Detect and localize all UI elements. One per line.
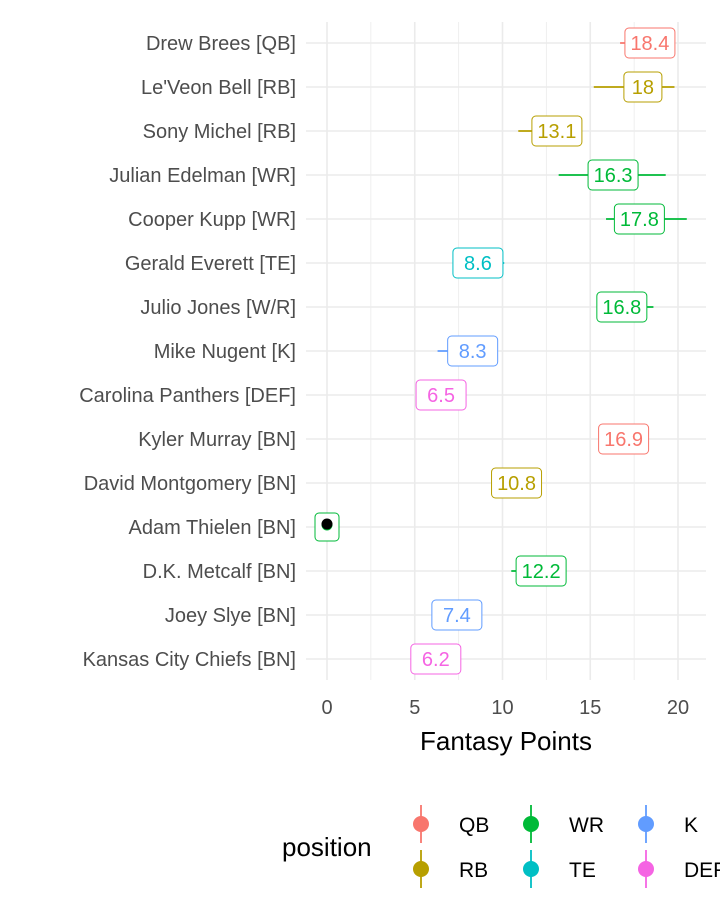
value-label: 16.3 (594, 165, 633, 187)
legend-label: WR (569, 814, 604, 837)
x-axis-title: Fantasy Points (420, 726, 592, 756)
y-tick-label: Gerald Everett [TE] (125, 253, 296, 275)
legend-entry: TE (523, 850, 596, 888)
legend-label: K (684, 814, 698, 837)
grid (306, 22, 706, 680)
value-label: 16.9 (604, 429, 643, 451)
player-mark: 18 (593, 71, 675, 103)
value-label: 16.8 (602, 297, 641, 319)
y-tick-label: Kyler Murray [BN] (138, 429, 296, 451)
player-mark: 16.9 (598, 423, 650, 455)
value-label: 8.6 (464, 253, 492, 275)
value-label: 18.4 (630, 33, 669, 55)
value-label: 18 (632, 77, 654, 99)
value-label: 13.1 (537, 121, 576, 143)
player-mark: 16.8 (596, 291, 654, 323)
value-label: 10.8 (497, 473, 536, 495)
y-tick-label: D.K. Metcalf [BN] (143, 561, 296, 583)
legend-title: position (282, 832, 372, 862)
value-label-box (410, 643, 462, 675)
legend: position QB RB WR TE K DEF (282, 805, 720, 888)
value-label-box (598, 423, 650, 455)
legend-key-dot (523, 816, 539, 832)
legend-entry: WR (523, 805, 604, 843)
y-tick-label: Julian Edelman [WR] (109, 165, 296, 187)
legend-label: RB (459, 859, 488, 882)
y-tick-label: Drew Brees [QB] (146, 33, 296, 55)
x-tick-label: 20 (667, 697, 689, 719)
value-label-box (491, 467, 543, 499)
data-marks: 18.4 18 13.1 16.3 17.8 8.6 16.8 8.36.5 16.9 10.8 1… (314, 27, 687, 675)
legend-label: DEF (684, 859, 720, 882)
player-mark: 18.4 (620, 27, 676, 59)
legend-key-dot (413, 816, 429, 832)
x-tick-label: 15 (579, 697, 601, 719)
y-tick-label: Kansas City Chiefs [BN] (83, 649, 296, 671)
point (321, 518, 333, 530)
value-label-box (623, 71, 663, 103)
player-mark: 17.8 (606, 203, 687, 235)
x-tick-label: 5 (409, 697, 420, 719)
legend-key-dot (638, 816, 654, 832)
x-tick-label: 10 (491, 697, 513, 719)
value-label-box (596, 291, 648, 323)
y-tick-label: Sony Michel [RB] (143, 121, 296, 143)
player-mark: 8.6 (452, 247, 505, 279)
legend-entry: K (638, 805, 698, 843)
value-label: 8.3 (459, 341, 487, 363)
value-label-box (431, 599, 483, 631)
value-label-box (415, 379, 467, 411)
legend-key-dot (523, 861, 539, 877)
y-tick-label: Adam Thielen [BN] (129, 517, 297, 539)
player-mark: 6.2 (410, 643, 462, 675)
value-label: 17.8 (620, 209, 659, 231)
player-mark: 8.3 (437, 335, 499, 367)
legend-label: TE (569, 859, 596, 882)
player-mark: 16.3 (558, 159, 666, 191)
value-label-box (452, 247, 504, 279)
player-mark: 7.4 (431, 599, 483, 631)
value-label: 6.5 (427, 385, 455, 407)
y-tick-label: Cooper Kupp [WR] (128, 209, 296, 231)
legend-entry: QB (413, 805, 489, 843)
y-tick-label: Le'Veon Bell [RB] (141, 77, 296, 99)
legend-key-dot (413, 861, 429, 877)
legend-entry: DEF (638, 850, 720, 888)
player-mark: 10.8 (491, 467, 543, 499)
x-tick-label: 0 (321, 697, 332, 719)
legend-entry: RB (413, 850, 488, 888)
player-mark: 13.1 (518, 115, 583, 147)
x-axis-labels: 0 5 10 15 20 (321, 697, 689, 719)
y-tick-label: David Montgomery [BN] (84, 473, 296, 495)
value-label: 6.2 (422, 649, 450, 671)
player-mark: 6.5 (415, 379, 467, 411)
value-label: 12.2 (522, 561, 561, 583)
player-mark (314, 512, 340, 542)
value-label-box (447, 335, 499, 367)
value-label-box (624, 27, 676, 59)
y-axis-labels: Drew Brees [QB] Le'Veon Bell [RB] Sony Mic… (79, 33, 296, 671)
y-tick-label: Joey Slye [BN] (165, 605, 296, 627)
value-label-box (613, 203, 665, 235)
value-label-box (531, 115, 583, 147)
value-label-box (515, 555, 567, 587)
legend-label: QB (459, 814, 489, 837)
player-mark: 12.2 (511, 555, 567, 587)
y-tick-label: Carolina Panthers [DEF] (79, 385, 296, 407)
value-label-box (587, 159, 639, 191)
y-tick-label: Julio Jones [W/R] (140, 297, 296, 319)
legend-key-dot (638, 861, 654, 877)
y-tick-label: Mike Nugent [K] (154, 341, 296, 363)
value-label: 7.4 (443, 605, 471, 627)
